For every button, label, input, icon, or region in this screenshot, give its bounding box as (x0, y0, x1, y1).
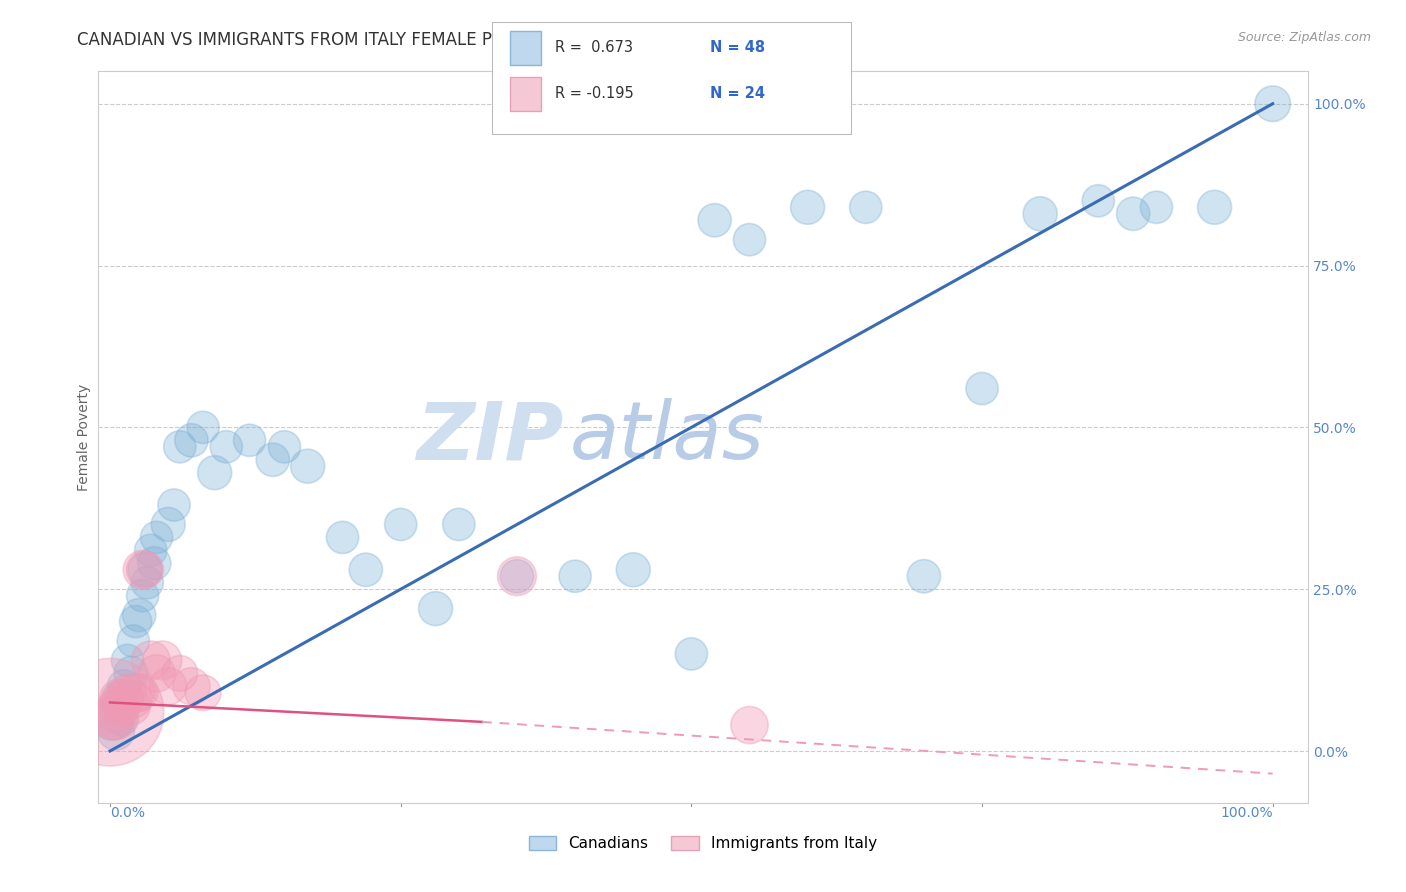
Text: atlas: atlas (569, 398, 765, 476)
Point (297, 459, 319, 474)
Text: N = 48: N = 48 (710, 40, 765, 55)
Point (215, 440, 238, 454)
Text: Source: ZipAtlas.com: Source: ZipAtlas.com (1237, 31, 1371, 45)
Point (681, 647, 703, 661)
Point (108, 692, 131, 706)
Point (506, 569, 529, 583)
Point (855, 200, 877, 214)
Point (204, 466, 226, 480)
Point (447, 517, 470, 532)
Point (134, 563, 156, 577)
Text: 100.0%: 100.0% (1220, 806, 1272, 820)
Point (191, 420, 214, 434)
Point (131, 563, 153, 577)
Point (1261, 96, 1284, 111)
Point (122, 634, 145, 648)
Point (1204, 200, 1226, 214)
Point (143, 557, 166, 571)
Point (163, 498, 186, 512)
Point (169, 666, 191, 681)
Text: R = -0.195: R = -0.195 (555, 87, 634, 102)
Point (1144, 200, 1167, 214)
Text: ZIP: ZIP (416, 398, 564, 476)
Point (273, 440, 295, 454)
Point (108, 692, 131, 706)
Point (191, 686, 214, 700)
Text: CANADIAN VS IMMIGRANTS FROM ITALY FEMALE POVERTY CORRELATION CHART: CANADIAN VS IMMIGRANTS FROM ITALY FEMALE… (77, 31, 742, 49)
Point (506, 569, 529, 583)
Point (111, 712, 134, 726)
Point (1087, 194, 1109, 208)
Point (425, 601, 447, 615)
Point (145, 530, 167, 544)
Point (128, 608, 150, 623)
Text: R =  0.673: R = 0.673 (555, 40, 633, 55)
Point (354, 563, 377, 577)
Point (970, 382, 993, 396)
Point (738, 718, 761, 732)
Point (738, 233, 761, 247)
Point (150, 653, 173, 667)
Point (564, 569, 586, 583)
Point (134, 563, 156, 577)
Point (104, 705, 127, 719)
Point (107, 698, 129, 713)
Point (139, 653, 162, 667)
Point (157, 679, 180, 693)
Point (1029, 207, 1052, 221)
Point (112, 679, 135, 693)
Point (621, 563, 644, 577)
Point (120, 698, 142, 713)
Point (122, 692, 145, 706)
Legend: Canadians, Immigrants from Italy: Canadians, Immigrants from Italy (523, 830, 883, 857)
Point (104, 724, 127, 739)
Point (101, 712, 124, 726)
Point (239, 434, 262, 448)
Point (98, 705, 121, 719)
Point (139, 543, 162, 558)
Point (389, 517, 412, 532)
Y-axis label: Female Poverty: Female Poverty (77, 384, 91, 491)
Point (796, 200, 818, 214)
Point (262, 452, 284, 467)
Point (124, 686, 146, 700)
Point (117, 653, 139, 667)
Point (124, 615, 146, 629)
Point (101, 712, 124, 726)
Point (117, 686, 139, 700)
Point (332, 530, 354, 544)
Point (169, 440, 191, 454)
Point (131, 589, 153, 603)
Point (145, 666, 167, 681)
Point (157, 517, 180, 532)
Text: 0.0%: 0.0% (110, 806, 145, 820)
Point (703, 213, 725, 227)
Point (136, 575, 159, 590)
Text: N = 24: N = 24 (710, 87, 765, 102)
Point (112, 692, 135, 706)
Point (912, 569, 935, 583)
Point (104, 712, 127, 726)
Point (180, 679, 202, 693)
Point (180, 434, 202, 448)
Point (120, 666, 142, 681)
Point (1122, 207, 1144, 221)
Point (111, 698, 134, 713)
Point (128, 686, 150, 700)
